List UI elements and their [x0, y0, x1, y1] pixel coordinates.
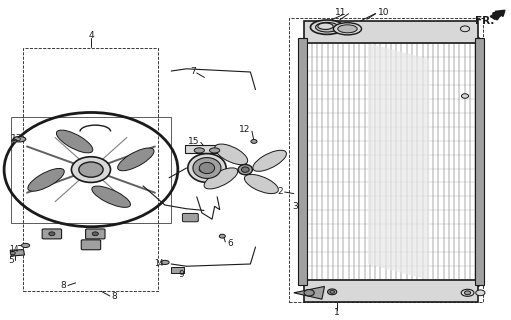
Ellipse shape	[199, 167, 206, 172]
Text: 10: 10	[378, 8, 390, 17]
Bar	[298, 38, 307, 285]
Text: 8: 8	[61, 281, 66, 290]
Ellipse shape	[21, 243, 30, 248]
Ellipse shape	[238, 164, 252, 175]
Bar	[171, 267, 184, 273]
Ellipse shape	[244, 174, 278, 194]
Text: 4: 4	[88, 31, 94, 40]
Ellipse shape	[193, 157, 221, 179]
Text: 2: 2	[277, 188, 283, 196]
Ellipse shape	[188, 154, 226, 182]
Bar	[11, 116, 171, 223]
Text: 11: 11	[335, 8, 346, 17]
Ellipse shape	[215, 144, 248, 165]
Ellipse shape	[338, 25, 357, 33]
FancyArrow shape	[490, 10, 505, 20]
Ellipse shape	[92, 186, 130, 207]
Ellipse shape	[13, 136, 26, 142]
Text: 7: 7	[190, 68, 196, 76]
Ellipse shape	[12, 139, 17, 142]
Ellipse shape	[318, 23, 333, 29]
FancyBboxPatch shape	[81, 240, 101, 250]
Text: 3: 3	[292, 202, 298, 211]
Ellipse shape	[49, 232, 55, 236]
Bar	[23, 48, 158, 291]
Polygon shape	[10, 250, 25, 256]
Ellipse shape	[333, 23, 362, 35]
Ellipse shape	[328, 289, 337, 295]
Ellipse shape	[118, 148, 154, 171]
Ellipse shape	[304, 290, 314, 296]
Bar	[304, 21, 478, 43]
Ellipse shape	[79, 162, 103, 177]
Ellipse shape	[460, 26, 470, 32]
Ellipse shape	[161, 260, 169, 264]
Bar	[304, 280, 478, 302]
Ellipse shape	[253, 150, 287, 171]
Ellipse shape	[310, 20, 343, 34]
Text: FR.: FR.	[475, 16, 494, 26]
Text: 1: 1	[334, 308, 340, 317]
Text: 12: 12	[239, 125, 250, 134]
Ellipse shape	[210, 148, 220, 153]
Polygon shape	[294, 286, 324, 299]
Ellipse shape	[72, 157, 110, 182]
Ellipse shape	[204, 168, 238, 189]
Text: 14: 14	[9, 245, 19, 254]
Bar	[475, 38, 484, 285]
Text: 8: 8	[111, 292, 117, 301]
Text: 9: 9	[179, 270, 184, 279]
Ellipse shape	[241, 167, 249, 172]
Ellipse shape	[251, 140, 257, 143]
Text: 6: 6	[227, 239, 233, 248]
Ellipse shape	[219, 234, 225, 238]
Ellipse shape	[10, 252, 15, 255]
Text: 13: 13	[11, 134, 23, 143]
Ellipse shape	[316, 22, 338, 32]
FancyBboxPatch shape	[85, 229, 105, 239]
Ellipse shape	[194, 148, 204, 153]
Ellipse shape	[28, 168, 64, 191]
FancyBboxPatch shape	[182, 213, 198, 222]
Ellipse shape	[56, 130, 93, 153]
Text: 5: 5	[8, 256, 14, 265]
Ellipse shape	[476, 290, 485, 296]
Ellipse shape	[199, 162, 215, 173]
Ellipse shape	[461, 289, 474, 296]
Text: 14: 14	[154, 260, 164, 268]
Text: 15: 15	[188, 137, 199, 146]
Bar	[185, 145, 228, 153]
Ellipse shape	[92, 232, 98, 236]
Bar	[304, 38, 478, 285]
FancyBboxPatch shape	[42, 229, 61, 239]
Ellipse shape	[461, 94, 469, 98]
Ellipse shape	[330, 291, 335, 293]
Bar	[289, 18, 483, 302]
Ellipse shape	[464, 291, 471, 295]
Polygon shape	[368, 43, 429, 280]
